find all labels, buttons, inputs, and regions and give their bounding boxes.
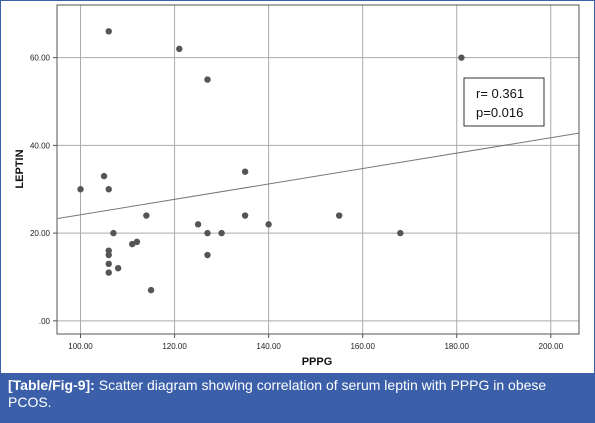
data-point <box>204 229 211 237</box>
data-point <box>204 76 211 83</box>
stats-box: r= 0.361 p=0.016 <box>463 77 545 127</box>
data-point <box>147 286 155 294</box>
data-point <box>458 54 465 61</box>
data-point <box>204 251 211 259</box>
y-tick-label: 60.00 <box>30 54 51 63</box>
x-tick-label: 160.00 <box>350 342 375 351</box>
data-point <box>105 260 112 268</box>
caption-label: [Table/Fig-9]: <box>8 377 95 393</box>
figure-caption: [Table/Fig-9]: Scatter diagram showing c… <box>1 373 594 422</box>
grid <box>57 5 579 334</box>
axis-ticks: 100.00 120.00 140.00 160.00 180.00 200.00 .00 2… <box>30 54 564 351</box>
data-point <box>218 229 225 237</box>
data-point <box>105 28 112 35</box>
plot-area <box>56 4 580 335</box>
p-value: p=0.016 <box>476 105 523 120</box>
data-point <box>114 265 122 272</box>
data-point <box>265 221 272 228</box>
data-point <box>241 168 249 175</box>
data-point <box>143 212 150 219</box>
data-point <box>77 186 84 193</box>
caption-text: Scatter diagram showing correlation of s… <box>8 377 547 410</box>
data-point <box>194 221 202 228</box>
y-tick-label: 40.00 <box>30 141 51 150</box>
r-value: r= 0.361 <box>476 86 524 101</box>
data-point <box>110 229 117 237</box>
fit-line <box>56 132 580 220</box>
data-point <box>397 229 404 237</box>
data-points <box>77 28 465 294</box>
data-point <box>105 247 112 254</box>
data-point <box>335 212 343 219</box>
data-point <box>105 269 112 276</box>
x-tick-label: 140.00 <box>256 342 281 351</box>
y-tick-label: 20.00 <box>30 229 51 238</box>
x-tick-label: 200.00 <box>539 342 564 351</box>
data-point <box>133 238 141 246</box>
y-tick-label: .00 <box>39 317 51 326</box>
data-point <box>241 212 249 219</box>
x-tick-label: 180.00 <box>444 342 469 351</box>
data-point <box>105 251 112 259</box>
x-tick-label: 120.00 <box>162 342 187 351</box>
x-axis-title: PPPG <box>302 356 333 368</box>
scatter-chart: 100.00 120.00 140.00 160.00 180.00 200.00 .00 2… <box>14 4 580 368</box>
data-point <box>100 172 108 180</box>
y-axis-title: LEPTIN <box>14 149 26 188</box>
data-point <box>105 186 112 193</box>
data-point <box>176 45 183 53</box>
x-tick-label: 100.00 <box>68 342 93 351</box>
